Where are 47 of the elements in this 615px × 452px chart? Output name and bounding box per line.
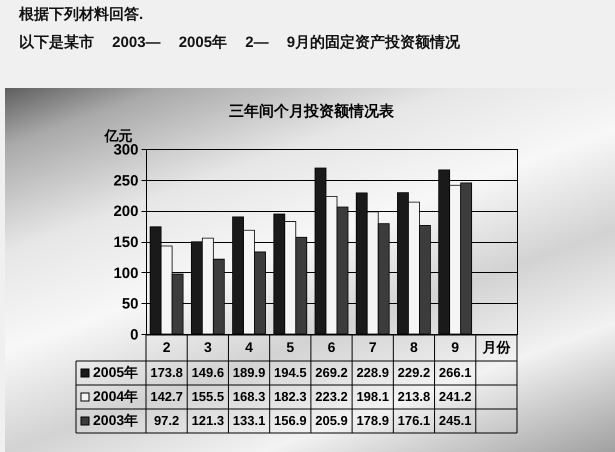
data-label: 213.8 — [398, 389, 430, 404]
y-tick-label: 100 — [113, 264, 138, 282]
data-label: 266.1 — [438, 365, 472, 380]
data-label: 156.9 — [274, 413, 307, 428]
x-tick-label: 3 — [204, 339, 212, 355]
data-label: 228.9 — [356, 365, 389, 380]
data-label: 155.5 — [192, 389, 224, 404]
data-label: 182.3 — [274, 389, 307, 404]
y-tick-label: 200 — [113, 203, 138, 220]
y-tick-label: 0 — [130, 326, 138, 344]
x-tick-label: 5 — [286, 339, 294, 355]
y-tick-label: 250 — [113, 172, 138, 190]
x-tick-label: 2 — [162, 339, 171, 355]
data-label: 198.1 — [356, 389, 389, 404]
data-label: 176.1 — [398, 413, 430, 428]
data-label: 189.9 — [232, 365, 266, 380]
data-label: 133.1 — [232, 413, 266, 428]
x-tick-label: 7 — [368, 339, 377, 355]
x-tick-label: 4 — [245, 339, 254, 355]
data-label: 245.1 — [438, 413, 472, 428]
x-tick-label: 6 — [328, 339, 336, 355]
y-tick-label: 150 — [113, 234, 138, 251]
data-label: 97.2 — [154, 413, 180, 428]
x-tick-label: 9 — [451, 339, 460, 355]
data-label: 173.8 — [150, 365, 183, 380]
legend-label: 2004年 — [93, 388, 138, 404]
data-label: 194.5 — [274, 365, 307, 380]
chart-title: 三年间个月投资额情况表 — [229, 102, 395, 120]
data-label: 178.9 — [356, 413, 389, 428]
data-label: 223.2 — [315, 389, 348, 404]
data-label: 168.3 — [232, 389, 266, 404]
y-tick-label: 50 — [122, 296, 138, 313]
data-label: 269.2 — [315, 365, 348, 380]
data-label: 142.7 — [150, 389, 183, 404]
text: 以下是某市 2003— 2005年 2— 9月的固定资产投资额情况 — [19, 34, 460, 52]
legend-label: 2005年 — [93, 364, 138, 380]
y-axis-title: 亿元 — [104, 128, 132, 144]
data-label: 205.9 — [315, 413, 348, 428]
x-tick-label: 8 — [410, 339, 418, 355]
y-tick-label: 300 — [113, 142, 138, 158]
legend-label: 2003年 — [93, 412, 138, 428]
data-label: 149.6 — [192, 365, 224, 380]
data-label: 121.3 — [192, 413, 224, 428]
data-label: 229.2 — [398, 365, 430, 380]
text: 根据下列材料回答. — [19, 6, 144, 24]
data-label: 241.2 — [438, 389, 472, 404]
x-axis-title: 月份 — [481, 339, 512, 355]
